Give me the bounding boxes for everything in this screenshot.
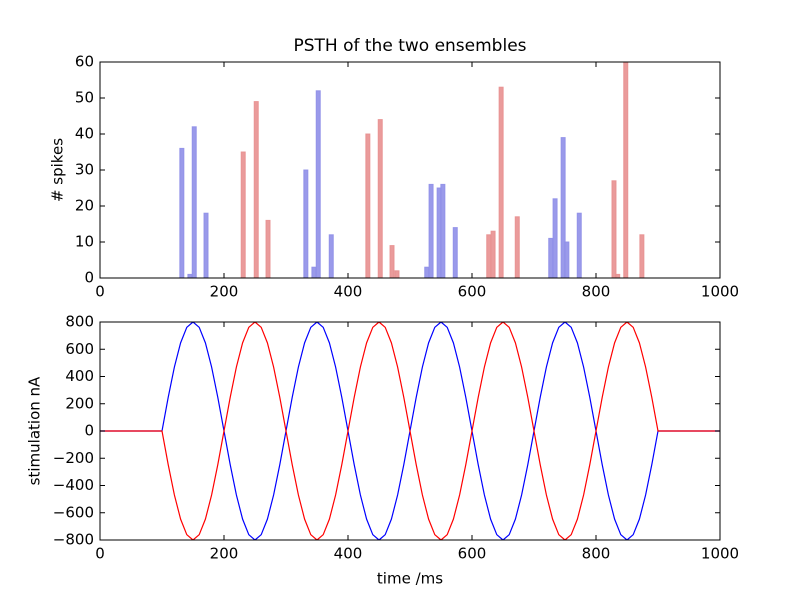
bar (394, 270, 400, 278)
bar (315, 90, 321, 278)
x-tick-label: 200 (210, 283, 239, 301)
x-tick-label: 800 (582, 283, 611, 301)
bar (498, 86, 504, 278)
y-tick-label: 200 (65, 394, 94, 412)
bar (328, 234, 334, 278)
bar (623, 62, 629, 278)
y-tick-label: 0 (84, 422, 94, 440)
x-tick-label: 800 (582, 545, 611, 563)
bar (179, 147, 185, 278)
y-tick-label: 60 (75, 53, 94, 71)
y-tick-label: 600 (65, 340, 94, 358)
bar (611, 180, 617, 278)
x-tick-label: 0 (95, 545, 105, 563)
y-tick-label: 20 (75, 197, 94, 215)
plot-area (100, 322, 720, 540)
bar (615, 273, 621, 278)
bar (303, 169, 309, 278)
bar (265, 219, 271, 278)
bar (552, 198, 558, 278)
bar (576, 212, 582, 278)
x-tick-label: 400 (334, 283, 363, 301)
y-tick-label: −800 (53, 531, 94, 549)
bar (311, 266, 317, 278)
bar (639, 234, 645, 278)
y-tick-label: 50 (75, 89, 94, 107)
bar (203, 212, 209, 278)
bar (564, 241, 570, 278)
y-tick-label: 400 (65, 367, 94, 385)
bar (452, 227, 458, 278)
x-tick-label: 200 (210, 545, 239, 563)
y-tick-label: 0 (84, 269, 94, 287)
x-tick-label: 0 (95, 283, 105, 301)
bar (253, 101, 259, 278)
y-tick-label: −600 (53, 503, 94, 521)
x-tick-label: 1000 (701, 283, 739, 301)
y-tick-label: 10 (75, 233, 94, 251)
bar (365, 133, 371, 278)
x-tick-label: 600 (458, 283, 487, 301)
bar (424, 266, 430, 278)
x-axis-label: time /ms (377, 570, 443, 588)
y-tick-label: 40 (75, 125, 94, 143)
x-tick-label: 1000 (701, 545, 739, 563)
bar (187, 273, 193, 278)
y-tick-label: 30 (75, 161, 94, 179)
chart-title: PSTH of the two ensembles (293, 36, 526, 56)
bar (389, 245, 395, 278)
bar (428, 183, 434, 278)
bar (440, 183, 446, 278)
bar (560, 137, 566, 278)
bar (191, 126, 197, 278)
y-tick-label: −400 (53, 476, 94, 494)
y-tick-label: 800 (65, 313, 94, 331)
bar (548, 237, 554, 278)
bar (490, 230, 496, 278)
plot-area (179, 62, 645, 278)
bar (377, 119, 383, 278)
y-axis-label: # spikes (49, 138, 67, 202)
bar (514, 216, 520, 278)
y-axis-label: stimulation nA (26, 376, 44, 485)
y-tick-label: −200 (53, 449, 94, 467)
x-tick-label: 600 (458, 545, 487, 563)
x-tick-label: 400 (334, 545, 363, 563)
bar (486, 234, 492, 278)
bar (240, 151, 246, 278)
line (100, 322, 720, 540)
